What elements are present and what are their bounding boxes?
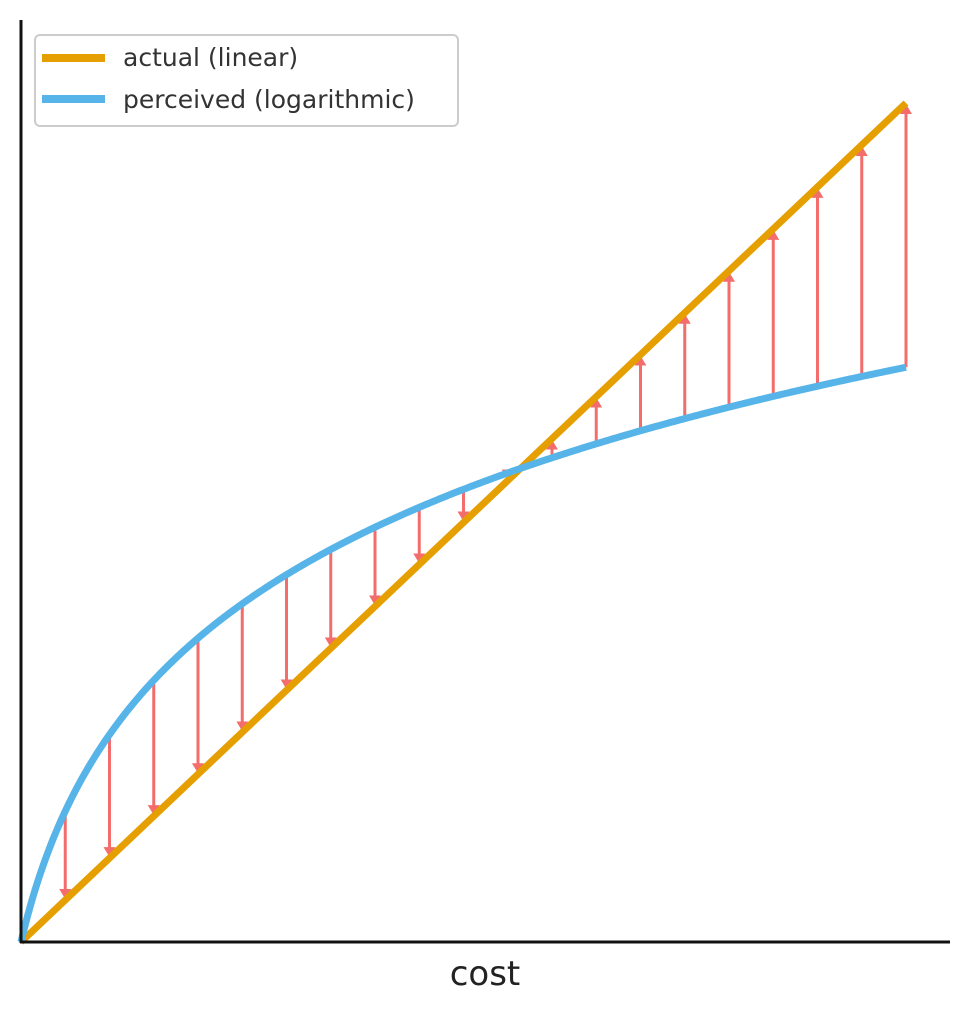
series-line-actual xyxy=(18,100,909,945)
series-lines xyxy=(17,100,909,945)
legend-box xyxy=(34,34,459,127)
legend: actual (linear) perceived (logarithmic) xyxy=(34,34,459,127)
legend-label-actual: actual (linear) xyxy=(123,43,298,72)
legend-label-perceived: perceived (logarithmic) xyxy=(123,85,415,114)
x-axis-label: cost xyxy=(450,954,521,994)
series-line-perceived xyxy=(17,363,907,943)
